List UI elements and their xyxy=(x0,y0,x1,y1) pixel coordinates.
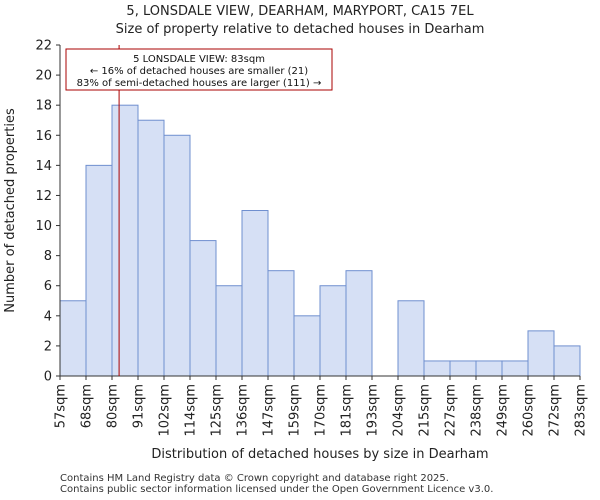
y-tick-label: 6 xyxy=(44,279,52,294)
bar xyxy=(241,210,269,377)
x-tick-label: 249sqm xyxy=(496,384,511,437)
bar xyxy=(85,164,113,377)
bar xyxy=(189,240,217,377)
x-tick-label: 136sqm xyxy=(236,384,251,437)
y-tick-label: 8 xyxy=(44,249,52,264)
bar xyxy=(59,300,87,377)
y-tick-label: 4 xyxy=(44,309,52,324)
y-tick-label: 12 xyxy=(35,189,52,204)
y-tick-label: 16 xyxy=(35,129,52,144)
annotation-line: 83% of semi-detached houses are larger (… xyxy=(77,78,322,89)
annotation-line: ← 16% of detached houses are smaller (21… xyxy=(90,66,308,77)
x-tick-label: 68sqm xyxy=(80,384,95,428)
bar xyxy=(215,285,243,377)
x-tick-label: 260sqm xyxy=(522,384,537,437)
x-tick-label: 102sqm xyxy=(158,384,173,437)
x-tick-label: 57sqm xyxy=(54,384,69,428)
x-tick-label: 238sqm xyxy=(470,384,485,437)
x-tick-label: 227sqm xyxy=(444,384,459,437)
x-axis-title: Distribution of detached houses by size … xyxy=(151,447,488,462)
bar xyxy=(293,315,321,377)
x-tick-label: 147sqm xyxy=(262,384,277,437)
y-tick-label: 2 xyxy=(44,339,52,354)
y-tick-label: 18 xyxy=(35,99,52,114)
bar xyxy=(475,360,503,377)
y-axis-title: Number of detached properties xyxy=(3,108,18,313)
y-tick-label: 10 xyxy=(35,219,52,234)
bar xyxy=(527,330,555,377)
bar xyxy=(267,270,295,377)
annotation-line: 5 LONSDALE VIEW: 83sqm xyxy=(133,54,265,65)
y-tick-label: 22 xyxy=(35,39,52,54)
x-tick-label: 170sqm xyxy=(314,384,329,437)
bar xyxy=(553,345,581,377)
x-tick-label: 125sqm xyxy=(210,384,225,437)
y-tick-label: 14 xyxy=(35,159,52,174)
x-tick-label: 283sqm xyxy=(574,384,589,437)
y-tick-label: 20 xyxy=(35,69,52,84)
x-tick-label: 80sqm xyxy=(106,384,121,428)
x-tick-label: 193sqm xyxy=(366,384,381,437)
x-tick-label: 272sqm xyxy=(548,384,563,437)
bar xyxy=(111,104,139,377)
footer-licence: Contains public sector information licen… xyxy=(60,484,494,495)
x-tick-label: 159sqm xyxy=(288,384,303,437)
bar xyxy=(449,360,477,377)
bar xyxy=(137,119,165,377)
bar xyxy=(345,270,373,377)
bar xyxy=(423,360,451,377)
bar xyxy=(501,360,529,377)
chart-title-line2: Size of property relative to detached ho… xyxy=(115,22,485,37)
footer-copyright: Contains HM Land Registry data © Crown c… xyxy=(60,473,449,484)
x-tick-label: 204sqm xyxy=(392,384,407,437)
chart-title-line1: 5, LONSDALE VIEW, DEARHAM, MARYPORT, CA1… xyxy=(126,4,474,19)
x-tick-label: 114sqm xyxy=(184,384,199,437)
bar xyxy=(163,134,191,377)
bar xyxy=(397,300,425,377)
x-tick-label: 181sqm xyxy=(340,384,355,437)
bar xyxy=(319,285,347,377)
y-tick-label: 0 xyxy=(44,370,52,385)
x-tick-label: 91sqm xyxy=(132,384,147,428)
annotation-box xyxy=(65,48,333,91)
x-tick-label: 215sqm xyxy=(418,384,433,437)
